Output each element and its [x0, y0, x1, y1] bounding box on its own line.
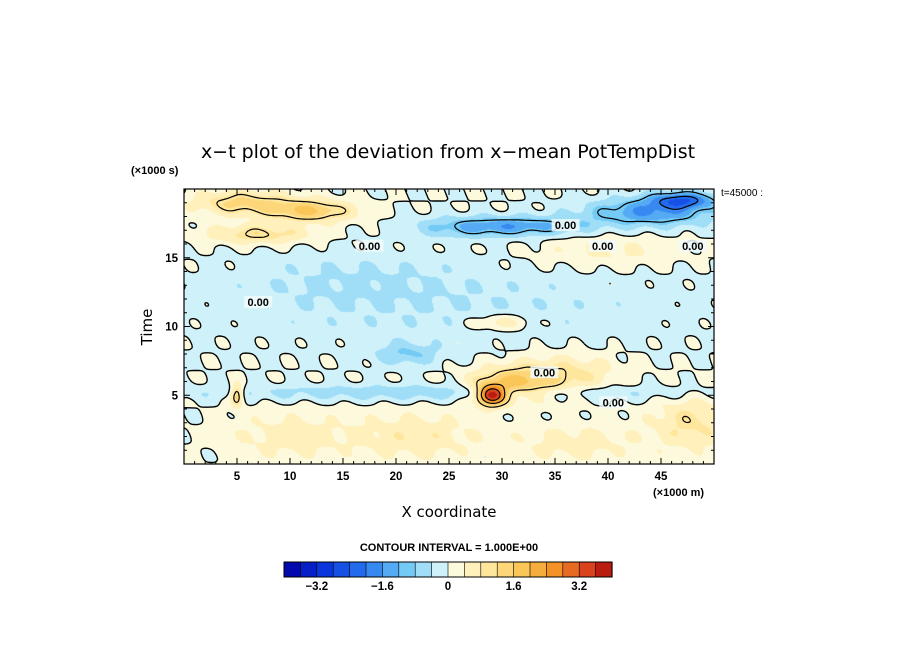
colorbar-cell	[529, 561, 548, 578]
contour-label-bg	[551, 219, 580, 232]
contour-label-bg	[244, 296, 273, 309]
colorbar-cell	[578, 561, 597, 578]
y-tick-label: 5	[172, 390, 179, 402]
x-tick-label: 40	[602, 471, 615, 483]
x-tick-label: 45	[655, 471, 668, 483]
contour-labels: 0.00 0.00 0.00 0.00 0.00 0.00 0.00	[244, 219, 707, 410]
contour-interval-text: CONTOUR INTERVAL = 1.000E+00	[360, 542, 538, 554]
y-axis-label: Time	[138, 309, 156, 347]
contour-level-3	[484, 388, 501, 401]
contour-label-bg	[588, 239, 617, 252]
contour-label-bg	[599, 396, 628, 409]
x-tick-label: 25	[443, 471, 456, 483]
x-tick-label: 15	[337, 471, 350, 483]
contour-label: 0.00	[555, 220, 576, 232]
colorbar-tick-label: −1.6	[371, 581, 394, 593]
colorbar-cell	[414, 561, 433, 578]
time-stamp-label: t=45000 :	[721, 188, 763, 199]
y-axis: 5 10 15	[165, 202, 714, 451]
colorbar-tick-label: 3.2	[571, 581, 587, 593]
contour-label: 0.00	[247, 297, 268, 309]
contour-label: 0.00	[592, 241, 613, 253]
colorbar-cell	[464, 561, 482, 578]
colorbar-cell	[546, 561, 564, 578]
colorbar-cell	[447, 561, 466, 578]
contour-level-0	[183, 188, 715, 464]
contour-label-bg	[355, 239, 384, 252]
colorbar-tick-label: 0	[445, 581, 451, 593]
y-tick-label: 10	[165, 322, 178, 334]
heatmap-field	[184, 189, 714, 464]
colorbar-cell	[431, 561, 449, 578]
colorbar-cell	[365, 561, 384, 578]
y-tick-label: 15	[165, 253, 178, 265]
x-tick-label: 30	[496, 471, 509, 483]
contour-label: 0.00	[682, 241, 703, 253]
colorbar-cell	[480, 561, 498, 578]
x-tick-label: 20	[390, 471, 403, 483]
x-unit-label: (×1000 m)	[653, 487, 704, 499]
x-tick-label: 10	[284, 471, 297, 483]
contour-label: 0.00	[603, 398, 624, 410]
colorbar-cell	[513, 561, 531, 578]
contour-label-bg	[530, 366, 559, 379]
contour-level-2	[480, 383, 506, 404]
colorbar-cell	[382, 561, 400, 578]
colorbar-frame	[283, 561, 613, 578]
colorbar	[283, 561, 613, 578]
colorbar-cell	[283, 561, 302, 578]
colorbar-cell	[496, 561, 515, 578]
y-unit-label: (×1000 s)	[131, 165, 179, 177]
colorbar-ticks: −3.2 −1.6 0 1.6 3.2	[305, 581, 587, 593]
colorbar-cell	[300, 561, 318, 578]
plot-area: 0.00 0.00 0.00 0.00 0.00 0.00 0.00 5 10 15 20 25 30…	[165, 188, 715, 483]
contour-label: 0.00	[359, 241, 380, 253]
colorbar-cell	[595, 561, 613, 578]
x-tick-label: 35	[549, 471, 562, 483]
colorbar-cell	[332, 561, 351, 578]
contour-label-bg	[678, 239, 707, 252]
colorbar-tick-label: 1.6	[506, 581, 522, 593]
contour-label: 0.00	[534, 367, 555, 379]
colorbar-tick-label: −3.2	[305, 581, 328, 593]
colorbar-cell	[562, 561, 580, 578]
chart-title: x−t plot of the deviation from x−mean Po…	[201, 141, 695, 163]
contour-level-neg2	[659, 195, 699, 210]
x-axis: 5 10 15 20 25 30 35 40 45	[194, 189, 704, 483]
colorbar-cell	[316, 561, 334, 578]
x-axis-label: X coordinate	[401, 503, 496, 521]
colorbar-cell	[349, 561, 367, 578]
colorbar-cell	[398, 561, 416, 578]
x-tick-label: 5	[234, 471, 241, 483]
